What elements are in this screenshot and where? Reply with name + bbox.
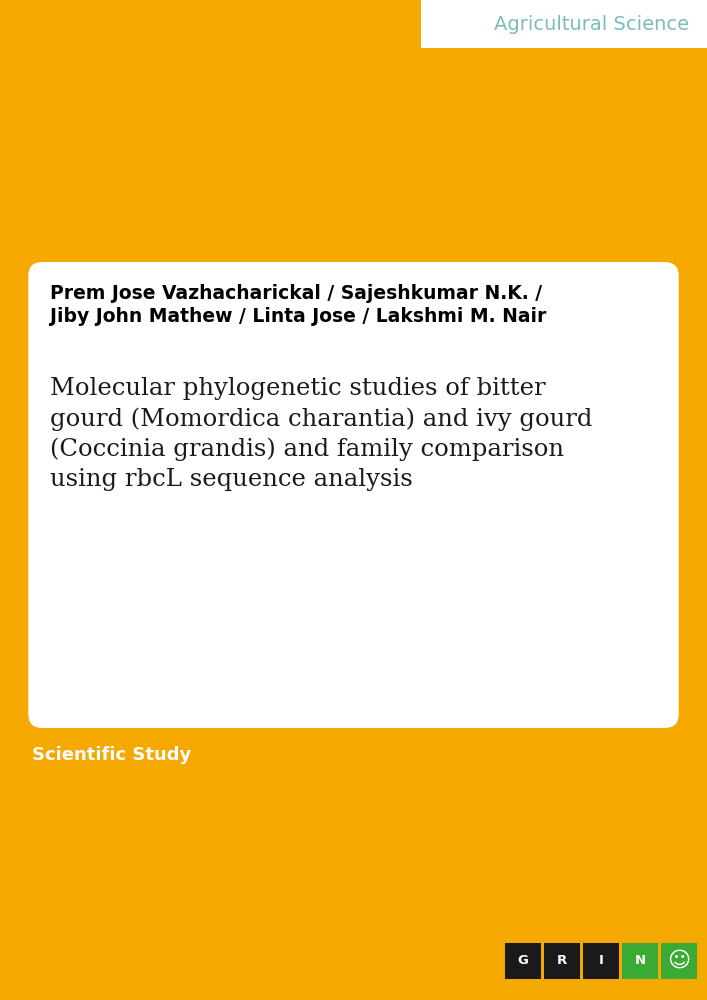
Bar <box>505 943 541 979</box>
Text: G: G <box>518 954 528 968</box>
Text: ☺: ☺ <box>667 951 691 971</box>
Bar <box>421 0 707 48</box>
Text: Agricultural Science: Agricultural Science <box>494 14 689 33</box>
Text: I: I <box>599 954 604 968</box>
Bar <box>544 943 580 979</box>
Bar <box>622 943 658 979</box>
Text: N: N <box>634 954 645 968</box>
Text: R: R <box>557 954 567 968</box>
Bar <box>583 943 619 979</box>
Text: Molecular phylogenetic studies of bitter
gourd (Momordica charantia) and ivy gou: Molecular phylogenetic studies of bitter… <box>50 377 592 491</box>
FancyBboxPatch shape <box>28 262 679 728</box>
Bar <box>661 943 697 979</box>
Text: Scientific Study: Scientific Study <box>33 746 192 764</box>
Text: Prem Jose Vazhacharickal / Sajeshkumar N.K. /
Jiby John Mathew / Linta Jose / La: Prem Jose Vazhacharickal / Sajeshkumar N… <box>50 284 547 326</box>
